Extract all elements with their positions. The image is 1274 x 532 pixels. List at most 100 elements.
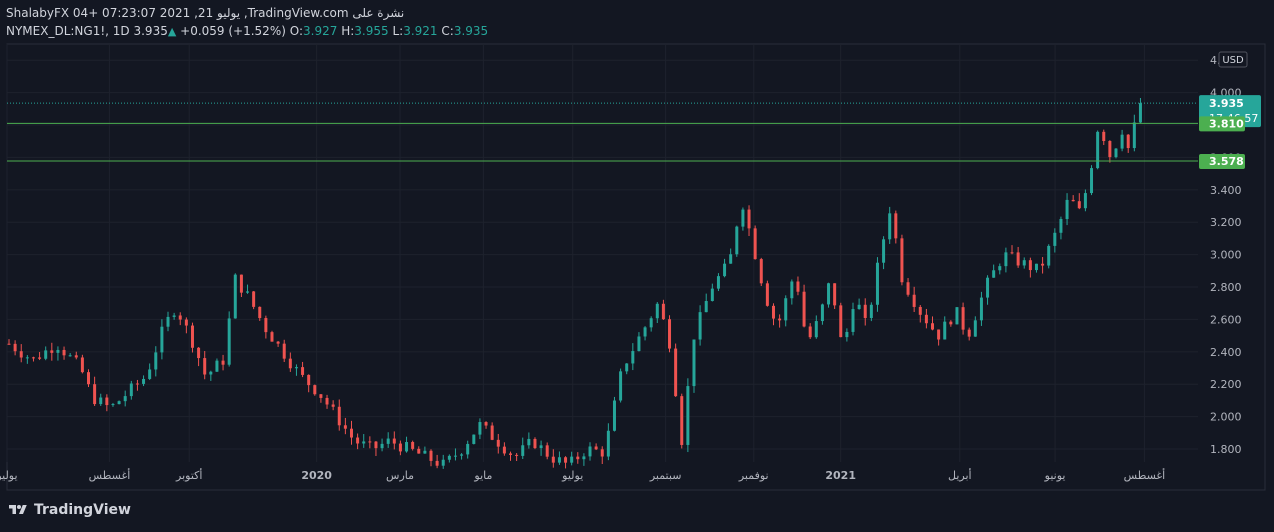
candle-body: [765, 283, 769, 306]
candle-body: [515, 454, 519, 456]
candle-body: [282, 343, 286, 359]
candle-body: [845, 331, 849, 338]
time-tick-label: سبتمبر: [649, 469, 682, 482]
open-label: O:: [289, 24, 304, 38]
candle-body: [1010, 252, 1014, 254]
candle-body: [56, 349, 60, 353]
candle-body: [288, 358, 292, 369]
candle-body: [875, 262, 879, 305]
candle-body: [362, 441, 366, 444]
candle-body: [808, 326, 812, 338]
candle-body: [564, 457, 568, 463]
candle-body: [227, 318, 231, 365]
price-tick-label: 3.400: [1210, 184, 1242, 197]
candle-body: [1028, 260, 1032, 271]
time-tick-label: يونيو: [1044, 469, 1066, 482]
candle-body: [998, 266, 1002, 271]
candle-body: [1022, 260, 1026, 266]
candle-body: [466, 443, 470, 455]
candle-body: [405, 442, 409, 452]
candle-body: [184, 319, 188, 326]
candle-body: [863, 304, 867, 318]
candle-body: [692, 339, 696, 387]
time-tick-label: أبريل: [948, 468, 972, 482]
candle-body: [93, 384, 97, 405]
candle-body: [1077, 201, 1081, 209]
candle-body: [490, 425, 494, 440]
horizontal-lines[interactable]: [7, 102, 1198, 162]
time-axis[interactable]: يوليو أغسطس أكتوبر 2020 مارس مايو يوليو سبتمبر ن…: [0, 468, 1165, 482]
candle-body: [441, 459, 445, 466]
candle-body: [239, 274, 243, 293]
candle-body: [1047, 245, 1051, 266]
price-tick-label: 2.800: [1210, 281, 1242, 294]
candle-body: [301, 367, 305, 375]
candle-body: [918, 306, 922, 315]
candle-body: [533, 438, 537, 449]
candle-body: [906, 282, 910, 295]
candle-body: [197, 347, 201, 359]
price-tick-label: 1.800: [1210, 443, 1242, 456]
candle-body: [1102, 131, 1106, 142]
candle-body: [148, 369, 152, 379]
candle-body: [698, 312, 702, 340]
candle-body: [900, 238, 904, 283]
candle-body: [276, 341, 280, 344]
candle-body: [778, 318, 782, 321]
currency-badge[interactable]: USD: [1218, 51, 1248, 68]
candle-body: [453, 455, 457, 457]
candle-body: [123, 396, 127, 402]
candle-body: [190, 325, 194, 348]
candle-body: [1065, 199, 1069, 220]
candle-body: [209, 371, 213, 375]
time-tick-label: مايو: [473, 469, 492, 482]
price-tick-label: 2.400: [1210, 346, 1242, 359]
tradingview-logo[interactable]: TradingView: [8, 500, 131, 520]
candle-body: [716, 276, 720, 289]
candle-body: [961, 307, 965, 330]
candle-body: [655, 303, 659, 319]
candle-body: [668, 319, 672, 349]
candle-body: [270, 332, 274, 342]
candle-body: [686, 386, 690, 445]
candle-body: [771, 305, 775, 319]
publish-info: ShalabyFX 04+ 07:23:07 2021 ,21 يوليو ,T…: [6, 6, 405, 20]
hline-badge: [1199, 116, 1245, 132]
candle-body: [649, 318, 653, 328]
currency-label: USD: [1222, 55, 1244, 66]
candle-body: [619, 371, 623, 401]
candle-body: [973, 320, 977, 337]
time-tick-label: نوفمبر: [738, 469, 769, 482]
low-value: 3.921: [403, 24, 438, 38]
candle-body: [435, 460, 439, 466]
candle-body: [478, 422, 482, 435]
price-tick-label: 2.000: [1210, 411, 1242, 424]
candle-body: [979, 297, 983, 321]
time-tick-label: مارس: [386, 469, 414, 482]
candle-body: [246, 291, 250, 293]
candle-body: [576, 456, 580, 460]
candle-body: [1120, 134, 1124, 149]
candle-body: [1083, 193, 1087, 209]
candle-body: [570, 456, 574, 463]
candle-body: [643, 327, 647, 337]
candle-body: [1041, 263, 1045, 266]
candle-body: [747, 209, 751, 229]
candle-body: [313, 385, 317, 395]
candle-body: [539, 445, 543, 449]
candle-body: [343, 425, 347, 429]
last-price: 3.935: [133, 24, 168, 38]
candles: [7, 98, 1142, 469]
currency-badge-frame: [1218, 51, 1248, 68]
candle-body: [105, 397, 109, 406]
candle-body: [117, 401, 121, 405]
candle-body: [729, 254, 733, 264]
candle-body: [741, 209, 745, 227]
close-value: 3.935: [453, 24, 489, 38]
candle-body: [1053, 232, 1057, 246]
symbol-name[interactable]: NYMEX_DL:NG1!, 1D: [6, 24, 130, 38]
candle-body: [1108, 141, 1112, 158]
